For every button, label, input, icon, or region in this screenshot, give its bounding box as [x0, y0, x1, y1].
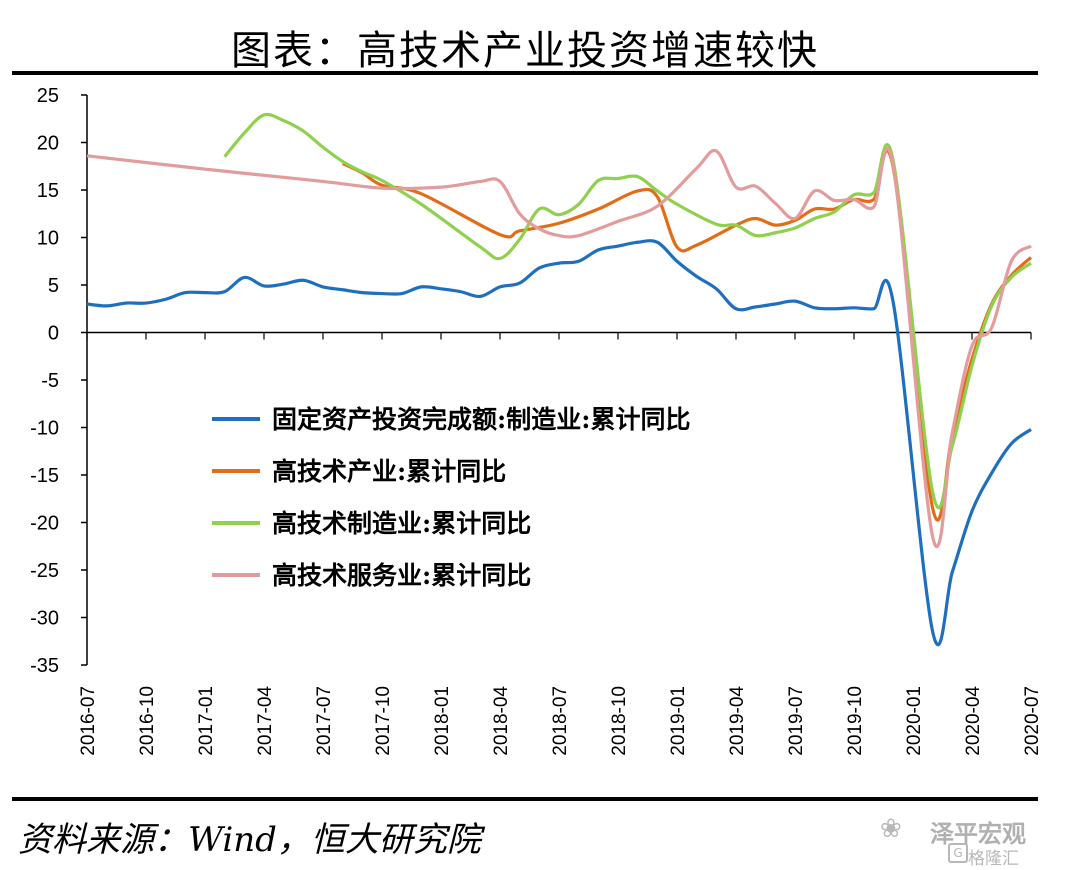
watermark: ❀ 泽平宏观 G 格隆汇 [880, 808, 1050, 869]
series-line-4 [86, 146, 1032, 549]
y-tick-label: -5 [41, 370, 59, 392]
top-rule [12, 71, 1038, 75]
x-tick-label: 2017-10 [373, 686, 394, 756]
series-line-3 [223, 112, 1032, 510]
y-tick-label: 25 [37, 85, 59, 107]
legend-label: 高技术产业:累计同比 [272, 457, 506, 486]
y-tick-label: 15 [37, 180, 59, 202]
watermark-name: 泽平宏观 [930, 820, 1026, 848]
x-tick-label: 2016-10 [137, 686, 158, 756]
y-tick-label: -10 [30, 418, 59, 440]
wechat-icon: ❀ [880, 814, 902, 844]
chart-legend: 固定资产投资完成额:制造业:累计同比高技术产业:累计同比高技术制造业:累计同比高… [212, 405, 690, 590]
x-tick-label: 2016-07 [78, 686, 99, 756]
gelonghui-icon: G [948, 843, 968, 863]
y-tick-label: 20 [37, 133, 59, 155]
x-tick-label: 2017-04 [255, 686, 276, 756]
x-tick-label: 2017-01 [196, 686, 217, 756]
y-tick-label: -25 [30, 560, 59, 582]
x-tick-label: 2019-07 [786, 686, 807, 756]
x-tick-label: 2018-04 [491, 686, 512, 756]
x-tick-label: 2020-01 [904, 686, 925, 756]
chart-title: 图表：高技术产业投资增速较快 [231, 28, 819, 74]
bottom-rule [12, 797, 1038, 801]
y-tick-label: 0 [48, 323, 59, 345]
x-tick-label: 2018-10 [609, 686, 630, 756]
x-tick-label: 2018-01 [432, 686, 453, 756]
legend-label: 高技术制造业:累计同比 [272, 509, 531, 538]
chart-series [86, 112, 1033, 647]
x-tick-label: 2018-07 [550, 686, 571, 756]
line-chart: 25 20 15 10 5 0 -5 -10 -15 -20 -25 -30 -35 2016-07 201… [30, 85, 1043, 756]
chart-axes: 25 20 15 10 5 0 -5 -10 -15 -20 -25 -30 -35 2016-07 201… [30, 85, 1043, 756]
y-tick-label: 5 [48, 275, 59, 297]
legend-label: 高技术服务业:累计同比 [272, 561, 531, 590]
y-tick-label: -30 [30, 608, 59, 630]
x-tick-label: 2019-04 [727, 686, 748, 756]
y-tick-label: -20 [30, 513, 59, 535]
series-line-1 [86, 239, 1032, 647]
x-tick-label: 2017-07 [314, 686, 335, 756]
x-tick-label: 2019-10 [845, 686, 866, 756]
y-tick-label: 10 [37, 228, 59, 250]
legend-label: 固定资产投资完成额:制造业:累计同比 [272, 405, 690, 434]
source-note: 资料来源：Wind，恒大研究院 [18, 820, 481, 860]
x-tick-label: 2020-07 [1022, 686, 1043, 756]
y-tick-label: -35 [30, 655, 59, 677]
y-tick-label: -15 [30, 465, 59, 487]
x-tick-label: 2020-04 [963, 686, 984, 756]
x-tick-label: 2019-01 [668, 686, 689, 756]
watermark-brand: 格隆汇 [968, 849, 1019, 869]
